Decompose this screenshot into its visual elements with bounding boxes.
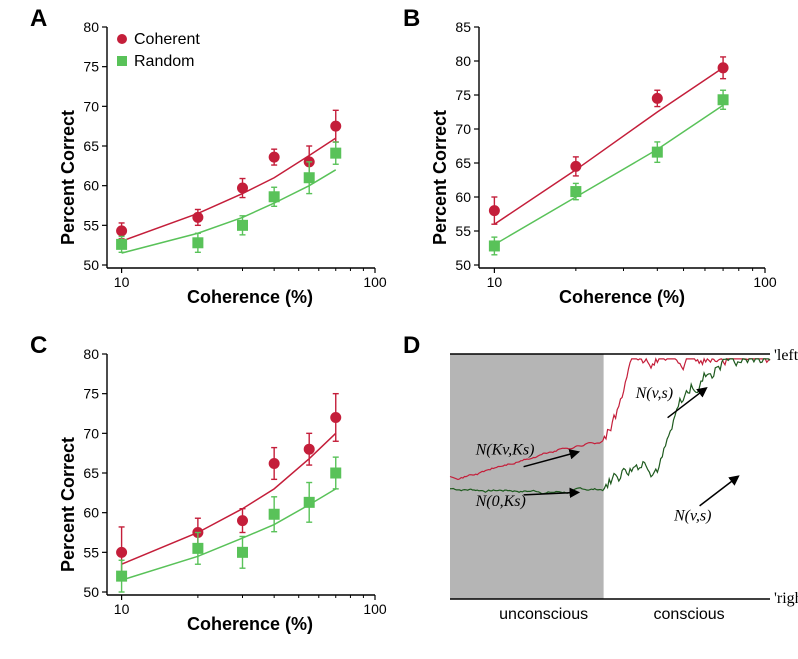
svg-text:80: 80 [83,346,99,362]
svg-text:100: 100 [363,601,387,617]
svg-text:'right': 'right' [774,590,798,607]
svg-text:70: 70 [455,121,471,137]
svg-text:65: 65 [83,465,99,481]
svg-text:N(0,Ks): N(0,Ks) [475,493,526,510]
schematic-d: 'left' 'right' unconscious conscious N(Kv,Ks… [400,332,796,655]
svg-text:55: 55 [83,544,99,560]
panel-a: A 5055606570758010100CoherentRandom Perc… [10,5,398,325]
svg-text:10: 10 [114,274,130,290]
panel-c-ylabel: Percent Correct [58,437,79,572]
svg-text:70: 70 [83,98,99,114]
svg-text:75: 75 [83,386,99,402]
svg-text:10: 10 [487,274,503,290]
panel-c-xlabel: Coherence (%) [150,614,350,635]
svg-text:100: 100 [753,274,777,290]
panel-a-ylabel: Percent Correct [58,110,79,245]
figure-root: A 5055606570758010100CoherentRandom Perc… [0,0,798,659]
panel-b-xlabel: Coherence (%) [522,287,722,308]
svg-text:65: 65 [455,155,471,171]
svg-text:100: 100 [363,274,387,290]
panel-c: C 5055606570758010100 Percent Correct Co… [10,332,398,655]
chart-b: 50 55 60 65 70 75 80 85 10 100 [400,5,796,325]
panel-b-ylabel: Percent Correct [430,110,451,245]
svg-text:Coherent: Coherent [134,31,200,48]
svg-text:conscious: conscious [654,606,725,623]
panel-b: B 505560657075808510100 Percent Correct … [400,5,796,325]
svg-text:75: 75 [83,59,99,75]
svg-text:60: 60 [455,189,471,205]
svg-text:60: 60 [83,505,99,521]
svg-text:Random: Random [134,53,194,70]
svg-text:80: 80 [83,19,99,35]
svg-text:50: 50 [83,584,99,600]
svg-text:65: 65 [83,138,99,154]
svg-text:85: 85 [455,19,471,35]
svg-text:'left': 'left' [774,347,798,364]
svg-text:70: 70 [83,425,99,441]
svg-text:55: 55 [455,223,471,239]
svg-text:N(v,s): N(v,s) [673,508,711,525]
svg-text:10: 10 [114,601,130,617]
panel-d: D 'left''right'unconsciousconsciousN(Kv,… [400,332,796,655]
svg-text:75: 75 [455,87,471,103]
svg-text:N(Kv,Ks): N(Kv,Ks) [475,441,535,458]
svg-text:50: 50 [83,257,99,273]
svg-text:80: 80 [455,53,471,69]
panel-a-xlabel: Coherence (%) [150,287,350,308]
svg-text:60: 60 [83,178,99,194]
svg-text:N(v,s): N(v,s) [635,385,673,402]
svg-text:50: 50 [455,257,471,273]
svg-text:unconscious: unconscious [499,606,588,623]
svg-text:55: 55 [83,217,99,233]
